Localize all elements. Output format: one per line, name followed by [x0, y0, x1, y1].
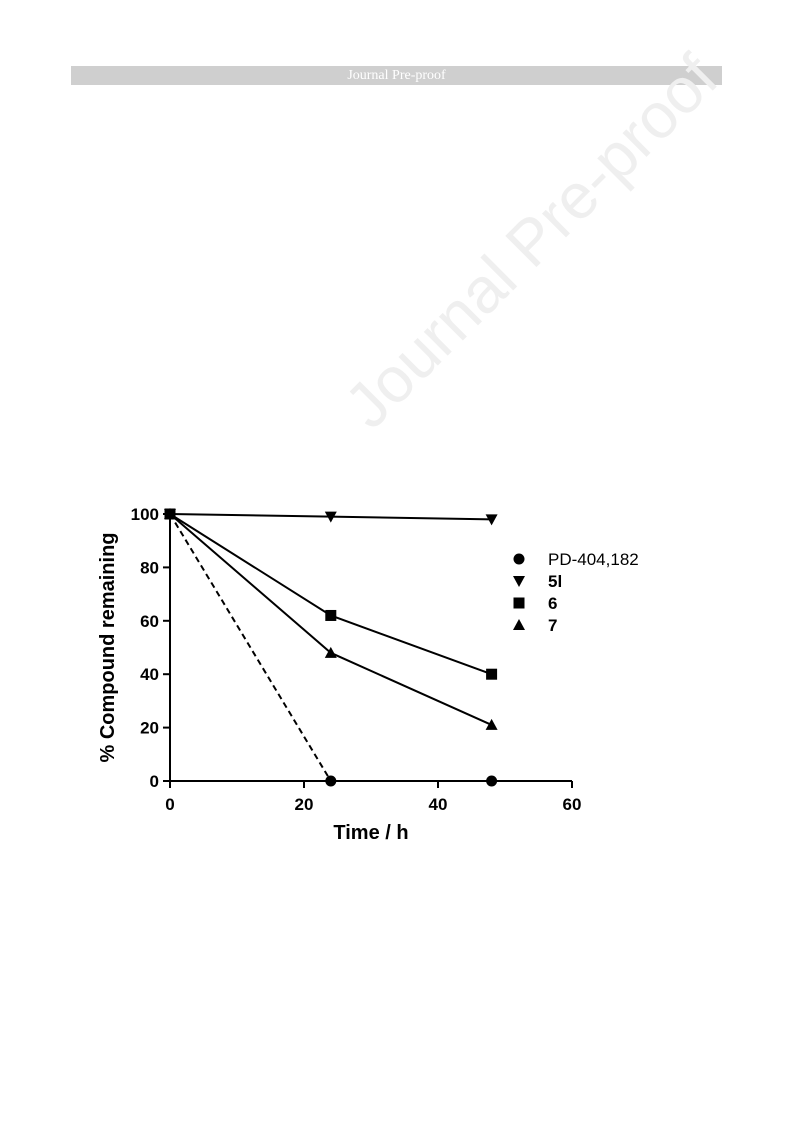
- series-3-point-2: [485, 718, 498, 730]
- series-2-point-1: [325, 609, 337, 621]
- y-axis-title: % Compound remaining: [97, 533, 119, 763]
- y-tick-label-4: 80: [140, 558, 159, 577]
- x-tick-label-3: 60: [563, 795, 582, 814]
- legend-marker-3: [513, 619, 525, 630]
- chart-axes: 0 20 40 60 0 20 40 60 80 100: [131, 505, 582, 814]
- x-tick-label-2: 40: [429, 795, 448, 814]
- legend-label-2: 6: [548, 594, 557, 613]
- x-tick-label-0: 0: [165, 795, 174, 814]
- y-tick-label-5: 100: [131, 505, 159, 524]
- x-tick-label-1: 20: [295, 795, 314, 814]
- legend-label-0: PD-404,182: [548, 550, 639, 569]
- chart-legend: PD-404,182 5l 6 7: [513, 550, 639, 635]
- journal-preproof-banner: Journal Pre-proof: [71, 66, 722, 85]
- series-0-point-1: [325, 775, 337, 787]
- legend-marker-0: [513, 553, 525, 565]
- series-markers: [164, 508, 498, 787]
- series-1-point-2: [485, 514, 498, 526]
- y-tick-label-1: 20: [140, 719, 159, 738]
- legend-label-3: 7: [548, 616, 557, 635]
- series-0-point-2: [486, 775, 498, 787]
- series-2-point-2: [486, 668, 498, 680]
- legend-label-1: 5l: [548, 572, 562, 591]
- legend-marker-1: [513, 576, 525, 587]
- series-3-point-1: [324, 646, 337, 658]
- x-axis-title: Time / h: [333, 822, 408, 844]
- y-tick-label-3: 60: [140, 612, 159, 631]
- y-tick-label-0: 0: [150, 772, 159, 791]
- legend-marker-2: [513, 597, 525, 609]
- series-1-point-1: [324, 511, 337, 523]
- y-tick-label-2: 40: [140, 665, 159, 684]
- series-3-point-0: [164, 508, 176, 519]
